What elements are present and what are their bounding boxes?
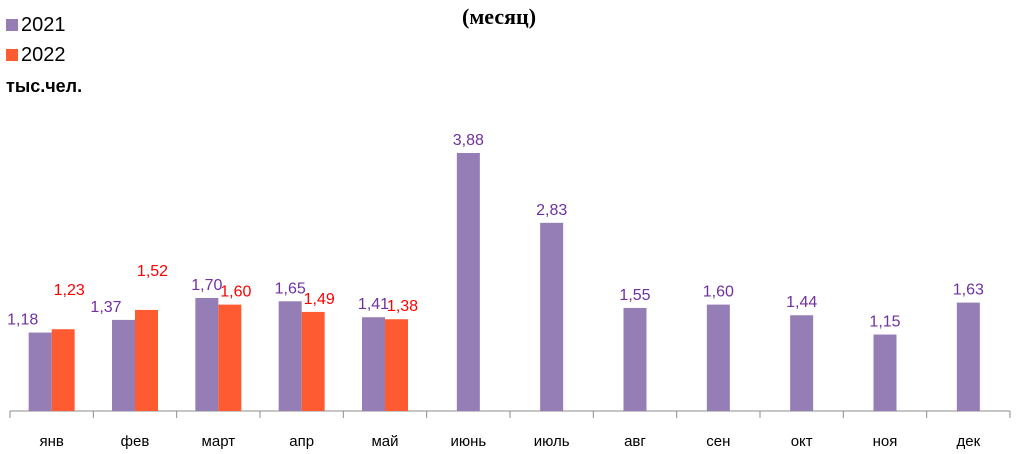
data-label-2021: 1,60 [703,284,734,301]
x-tick-label: янв [39,433,63,450]
bar-2021 [112,319,135,411]
data-label-2022: 1,38 [387,298,418,315]
x-tick-label: июль [534,433,570,450]
bar-2021 [706,304,730,411]
x-tick-label: ноя [873,433,898,450]
legend-item-2021: 2021 [6,10,66,40]
bar-2021 [623,307,647,411]
data-label-2021: 1,65 [275,280,306,297]
bar-2021 [195,297,219,411]
legend-item-2022: 2022 [6,40,66,70]
bar-2021 [873,334,897,411]
bar-2022 [218,304,242,411]
bar-2021 [28,332,52,411]
legend-swatch-2021 [6,19,18,31]
data-label-2021: 2,83 [536,202,567,219]
x-tick-label: май [371,433,398,450]
x-tick-label: окт [791,433,813,450]
data-label-2021: 1,70 [191,277,222,294]
data-label-2021: 1,41 [358,296,389,313]
bar-2021 [456,153,480,411]
bar-2021 [956,302,980,411]
data-label-2022: 1,52 [137,263,168,280]
data-label-2022: 1,60 [220,284,251,301]
bar-2021 [362,317,385,411]
data-label-2021: 1,18 [7,312,38,329]
x-tick-label: фев [121,433,150,450]
bar-2022 [301,311,325,411]
legend-swatch-2022 [6,49,18,61]
bar-2021 [790,315,814,411]
data-label-2021: 1,37 [90,299,121,316]
bar-2021 [278,301,302,411]
bar-2021 [540,222,564,411]
data-label-2021: 3,88 [453,132,484,149]
data-label-2021: 1,55 [619,287,650,304]
x-tick-label: авг [624,433,646,450]
data-label-2021: 1,44 [786,294,817,311]
data-label-2022: 1,23 [54,282,85,299]
x-tick-label: июнь [450,433,486,450]
data-label-2022: 1,49 [304,291,335,308]
legend-label-2021: 2021 [21,13,66,36]
legend: 2021 2022 [6,10,66,70]
bar-2022 [385,319,408,411]
x-tick-label: дек [956,433,980,450]
data-label-2021: 1,63 [953,282,984,299]
data-label-2021: 1,15 [869,314,900,331]
legend-label-2022: 2022 [21,43,66,66]
unit-label: тыс.чел. [6,76,83,96]
x-tick-label: март [202,433,236,450]
x-tick-label: апр [289,433,314,450]
bar-2022 [135,309,158,411]
bar-2022 [51,329,75,411]
x-tick-label: сен [706,433,730,450]
chart-title: (месяц) [462,4,537,29]
